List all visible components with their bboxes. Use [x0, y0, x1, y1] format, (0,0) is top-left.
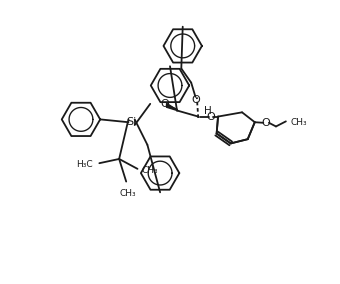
Text: O: O — [262, 118, 270, 128]
Text: O: O — [191, 95, 200, 105]
Text: O: O — [160, 99, 169, 109]
Text: CH₃: CH₃ — [142, 166, 158, 175]
Text: H₃C: H₃C — [76, 160, 92, 169]
Text: Si: Si — [127, 117, 137, 127]
Text: CH₃: CH₃ — [119, 189, 136, 198]
Text: H: H — [204, 106, 212, 116]
Text: CH₃: CH₃ — [290, 118, 307, 127]
Polygon shape — [167, 103, 178, 111]
Text: O: O — [207, 112, 215, 122]
